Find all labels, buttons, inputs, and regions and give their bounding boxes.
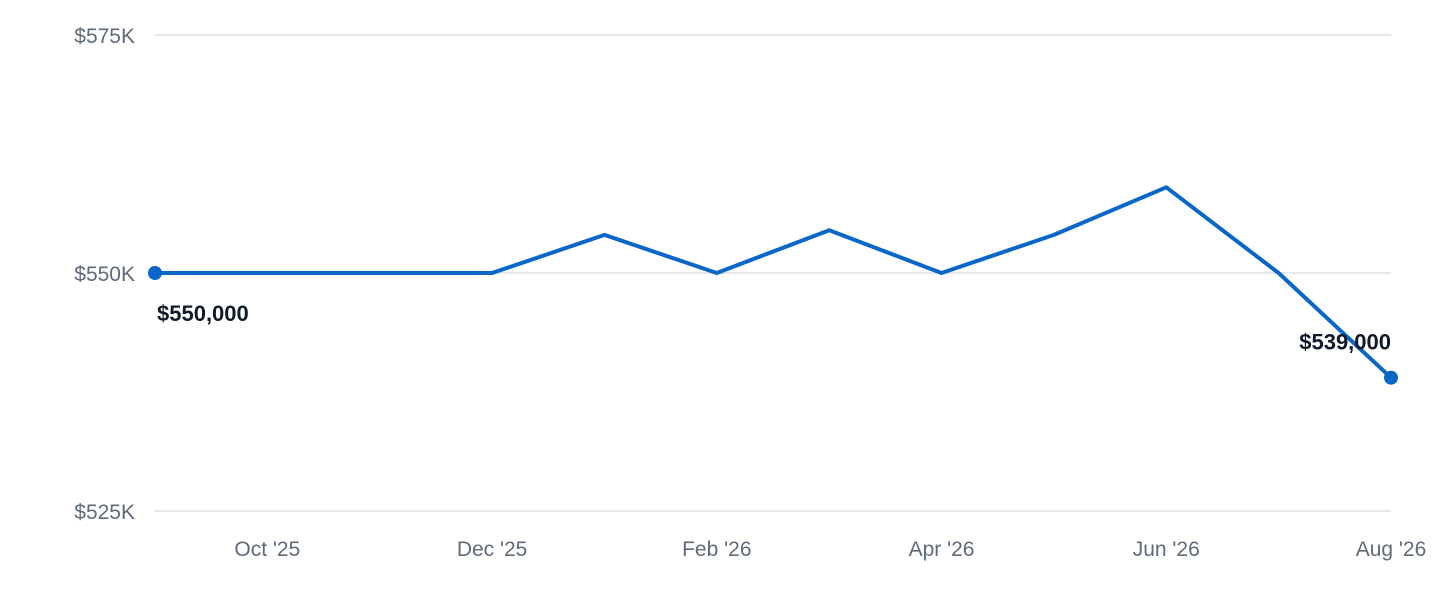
series-line-layer [153,185,1393,380]
end-point-markers [148,266,1398,385]
data-point-marker [148,266,162,280]
y-tick-label: $550K [74,263,135,286]
series-line [153,185,1393,380]
x-tick-label: Apr '26 [909,538,975,561]
data-point-marker [1384,370,1398,385]
y-tick-label: $575K [74,25,135,48]
x-tick-label: Feb '26 [682,538,751,561]
data-label: $550,000 [157,301,249,326]
data-labels: $550,000 $539,000 [157,301,1391,355]
x-tick-label: Jun '26 [1133,538,1200,561]
x-tick-label: Aug '26 [1356,538,1427,561]
x-tick-label: Dec '25 [457,538,528,561]
x-tick-label: Oct '25 [234,538,300,561]
y-tick-label: $525K [74,501,135,524]
data-label: $539,000 [1299,330,1391,355]
y-axis-ticks: $575K $550K $525K [74,25,135,524]
x-axis-ticks: Oct '25 Dec '25 Feb '26 Apr '26 Jun '26 Aug '… [234,538,1426,561]
